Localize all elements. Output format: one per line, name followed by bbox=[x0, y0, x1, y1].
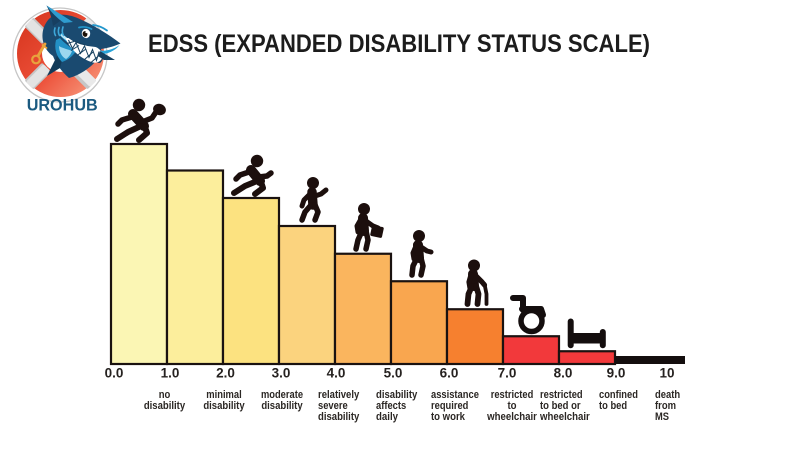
svg-text:affects: affects bbox=[376, 400, 406, 412]
svg-text:wheelchair: wheelchair bbox=[486, 411, 537, 423]
svg-text:disability: disability bbox=[318, 411, 360, 423]
svg-text:to work: to work bbox=[431, 411, 466, 423]
svg-text:restricted: restricted bbox=[540, 389, 583, 401]
svg-text:no: no bbox=[159, 389, 171, 401]
svg-text:EDSS (EXPANDED DISABILITY STAT: EDSS (EXPANDED DISABILITY STATUS SCALE) bbox=[148, 30, 650, 58]
svg-text:2.0: 2.0 bbox=[216, 366, 235, 381]
svg-text:relatively: relatively bbox=[318, 389, 360, 401]
svg-text:required: required bbox=[431, 400, 468, 412]
svg-text:minimal: minimal bbox=[206, 389, 241, 401]
svg-text:7.0: 7.0 bbox=[498, 366, 517, 381]
svg-text:severe: severe bbox=[318, 400, 348, 412]
svg-text:death: death bbox=[655, 389, 680, 401]
svg-text:5.0: 5.0 bbox=[384, 366, 403, 381]
svg-text:to bed or: to bed or bbox=[540, 400, 581, 412]
svg-text:to: to bbox=[507, 400, 516, 412]
svg-text:9.0: 9.0 bbox=[607, 366, 626, 381]
svg-text:assistance: assistance bbox=[431, 389, 479, 401]
svg-text:MS: MS bbox=[655, 411, 669, 423]
svg-text:confined: confined bbox=[599, 389, 638, 401]
svg-text:UROHUB: UROHUB bbox=[27, 96, 98, 115]
svg-text:wheelchair: wheelchair bbox=[539, 411, 590, 423]
svg-text:disability: disability bbox=[376, 389, 418, 401]
svg-text:daily: daily bbox=[376, 411, 399, 423]
svg-text:to bed: to bed bbox=[599, 400, 627, 412]
svg-text:10: 10 bbox=[659, 366, 674, 381]
svg-text:3.0: 3.0 bbox=[272, 366, 291, 381]
svg-text:restricted: restricted bbox=[491, 389, 534, 401]
svg-text:disability: disability bbox=[261, 400, 303, 412]
svg-text:4.0: 4.0 bbox=[327, 366, 346, 381]
svg-text:6.0: 6.0 bbox=[440, 366, 459, 381]
svg-text:from: from bbox=[655, 400, 676, 412]
svg-text:disability: disability bbox=[203, 400, 245, 412]
svg-text:moderate: moderate bbox=[261, 389, 303, 401]
svg-text:disability: disability bbox=[144, 400, 186, 412]
svg-text:0.0: 0.0 bbox=[105, 366, 124, 381]
svg-text:1.0: 1.0 bbox=[161, 366, 180, 381]
svg-text:8.0: 8.0 bbox=[554, 366, 573, 381]
